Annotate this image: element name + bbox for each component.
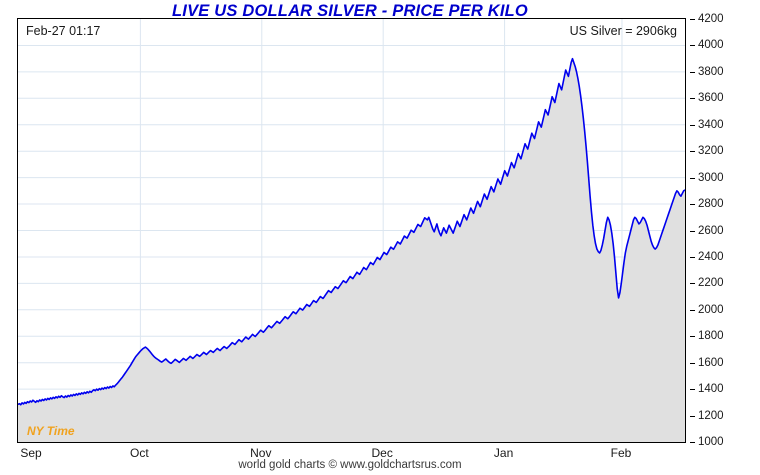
y-tick-mark	[690, 124, 695, 126]
y-tick-label: 1200	[698, 409, 724, 422]
y-tick-mark	[690, 204, 695, 206]
y-tick-label: 1000	[698, 436, 724, 448]
y-tick-label: 3400	[698, 118, 724, 131]
x-tick-label: Dec	[371, 446, 393, 460]
y-tick-label: 2400	[698, 250, 724, 263]
y-tick-mark	[690, 177, 695, 179]
y-tick-label: 2600	[698, 224, 724, 237]
y-tick-label: 3200	[698, 145, 724, 158]
y-tick-label: 4000	[698, 39, 724, 52]
y-tick-mark	[690, 256, 695, 258]
y-tick-mark	[690, 362, 695, 364]
y-tick-label: 3000	[698, 171, 724, 184]
price-series	[18, 19, 685, 442]
x-axis: Sep Oct Nov Dec Jan Feb	[0, 446, 760, 464]
y-tick-mark	[690, 283, 695, 285]
y-tick-label: 2200	[698, 277, 724, 290]
footer-credit: world gold charts © www.goldchartsrus.co…	[238, 459, 462, 471]
x-tick-label: Oct	[130, 446, 149, 460]
page-title: LIVE US DOLLAR SILVER - PRICE PER KILO	[172, 2, 528, 20]
y-tick-mark	[690, 151, 695, 153]
x-tick-label: Nov	[250, 446, 272, 460]
y-axis: 1000 1200 1400 1600 1800 2000 2200 2400 2600 2800…	[690, 13, 760, 448]
y-tick-label: 3600	[698, 92, 724, 105]
y-tick-mark	[690, 19, 695, 20]
x-tick-label: Sep	[20, 446, 42, 460]
y-tick-label: 2800	[698, 198, 724, 211]
y-tick-label: 2000	[698, 303, 724, 316]
y-tick-mark	[690, 45, 695, 47]
x-tick-label: Jan	[493, 446, 514, 460]
y-tick-label: 1800	[698, 330, 724, 343]
y-tick-label: 1400	[698, 383, 724, 396]
y-tick-label: 4200	[698, 13, 724, 25]
timestamp-label: Feb-27 01:17	[26, 24, 101, 38]
y-tick-mark	[690, 415, 695, 417]
plot-area: Feb-27 01:17 US Silver = 2906kg NY Time	[17, 18, 686, 443]
y-tick-mark	[690, 389, 695, 391]
plot-overlay: Feb-27 01:17 US Silver = 2906kg NY Time	[18, 19, 685, 442]
y-tick-mark	[690, 230, 695, 232]
y-tick-mark	[690, 442, 695, 443]
timezone-label: NY Time	[27, 424, 75, 438]
y-tick-mark	[690, 98, 695, 100]
y-tick-mark	[690, 309, 695, 311]
series-layer	[18, 19, 685, 442]
y-tick-mark	[690, 71, 695, 73]
quote-label: US Silver = 2906kg	[569, 24, 677, 38]
y-tick-label: 3800	[698, 65, 724, 78]
x-tick-label: Feb	[610, 446, 632, 460]
y-tick-label: 1600	[698, 356, 724, 369]
y-tick-mark	[690, 336, 695, 338]
